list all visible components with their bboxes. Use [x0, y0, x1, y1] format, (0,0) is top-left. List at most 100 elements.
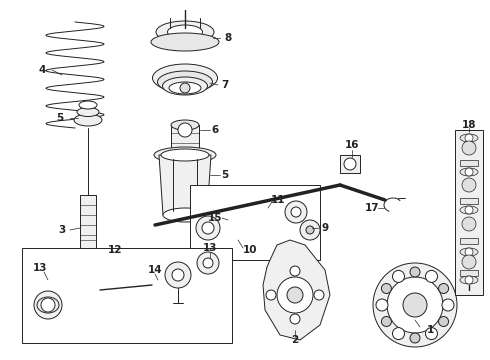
Circle shape	[277, 277, 313, 313]
Text: 6: 6	[211, 125, 219, 135]
Circle shape	[373, 263, 457, 347]
Ellipse shape	[163, 208, 207, 222]
Text: 15: 15	[208, 213, 222, 223]
Circle shape	[439, 316, 448, 327]
Circle shape	[266, 290, 276, 300]
Circle shape	[202, 222, 214, 234]
Ellipse shape	[161, 149, 209, 161]
Bar	[340, 155, 360, 173]
Polygon shape	[218, 220, 306, 240]
Circle shape	[180, 83, 190, 93]
Ellipse shape	[460, 168, 478, 176]
Circle shape	[462, 217, 476, 231]
Circle shape	[465, 276, 473, 284]
Circle shape	[392, 270, 405, 283]
Circle shape	[403, 293, 427, 317]
Polygon shape	[159, 155, 211, 215]
Circle shape	[285, 201, 307, 223]
Text: 4: 4	[38, 65, 46, 75]
Circle shape	[465, 168, 473, 176]
Circle shape	[442, 299, 454, 311]
Text: 13: 13	[203, 243, 217, 253]
Circle shape	[165, 262, 191, 288]
Ellipse shape	[171, 120, 199, 130]
Circle shape	[465, 134, 473, 142]
Circle shape	[41, 298, 55, 312]
Circle shape	[178, 123, 192, 137]
Ellipse shape	[151, 33, 219, 51]
Circle shape	[34, 291, 62, 319]
Bar	[460, 238, 478, 244]
Circle shape	[287, 287, 303, 303]
Ellipse shape	[79, 101, 97, 109]
Text: 2: 2	[292, 335, 298, 345]
Circle shape	[306, 226, 314, 234]
Circle shape	[465, 206, 473, 214]
Ellipse shape	[80, 253, 96, 263]
Polygon shape	[263, 240, 330, 340]
Polygon shape	[62, 270, 215, 312]
Text: 13: 13	[33, 263, 47, 273]
Text: 9: 9	[321, 223, 329, 233]
Circle shape	[344, 158, 356, 170]
Circle shape	[197, 252, 219, 274]
Circle shape	[425, 270, 438, 283]
Bar	[460, 198, 478, 204]
Text: 12: 12	[108, 245, 122, 255]
Ellipse shape	[171, 155, 199, 165]
Bar	[455, 130, 483, 295]
Circle shape	[465, 248, 473, 256]
Ellipse shape	[460, 206, 478, 214]
Circle shape	[172, 269, 184, 281]
Text: 7: 7	[221, 80, 229, 90]
Circle shape	[196, 216, 220, 240]
Ellipse shape	[154, 147, 216, 163]
Text: 16: 16	[345, 140, 359, 150]
Polygon shape	[218, 204, 308, 238]
Bar	[460, 270, 478, 276]
Text: 11: 11	[271, 195, 285, 205]
Text: 10: 10	[243, 245, 257, 255]
Circle shape	[410, 333, 420, 343]
Ellipse shape	[74, 114, 102, 126]
Text: 1: 1	[426, 325, 434, 335]
Circle shape	[381, 316, 392, 327]
Text: 3: 3	[58, 225, 66, 235]
Text: 5: 5	[221, 170, 229, 180]
Circle shape	[462, 141, 476, 155]
Bar	[80, 195, 96, 250]
Bar	[190, 185, 320, 260]
Bar	[171, 125, 199, 160]
Text: 14: 14	[147, 265, 162, 275]
Ellipse shape	[460, 134, 478, 142]
Ellipse shape	[156, 21, 214, 43]
Text: 5: 5	[56, 113, 64, 123]
Ellipse shape	[157, 71, 213, 93]
Text: 17: 17	[365, 203, 379, 213]
Circle shape	[381, 284, 392, 293]
Circle shape	[203, 258, 213, 268]
Circle shape	[410, 267, 420, 277]
Circle shape	[387, 277, 443, 333]
Circle shape	[290, 266, 300, 276]
Circle shape	[462, 255, 476, 269]
Ellipse shape	[77, 108, 99, 117]
Circle shape	[84, 254, 92, 262]
Ellipse shape	[37, 297, 59, 313]
Circle shape	[376, 299, 388, 311]
Bar	[460, 160, 478, 166]
Bar	[22, 248, 232, 343]
Circle shape	[425, 328, 438, 339]
Ellipse shape	[168, 25, 202, 39]
Circle shape	[300, 220, 320, 240]
Circle shape	[291, 207, 301, 217]
Circle shape	[462, 178, 476, 192]
Ellipse shape	[460, 248, 478, 256]
Circle shape	[290, 314, 300, 324]
Ellipse shape	[169, 82, 201, 94]
Ellipse shape	[152, 64, 218, 92]
Circle shape	[439, 284, 448, 293]
Ellipse shape	[460, 276, 478, 284]
Circle shape	[392, 328, 405, 339]
Ellipse shape	[163, 77, 207, 95]
